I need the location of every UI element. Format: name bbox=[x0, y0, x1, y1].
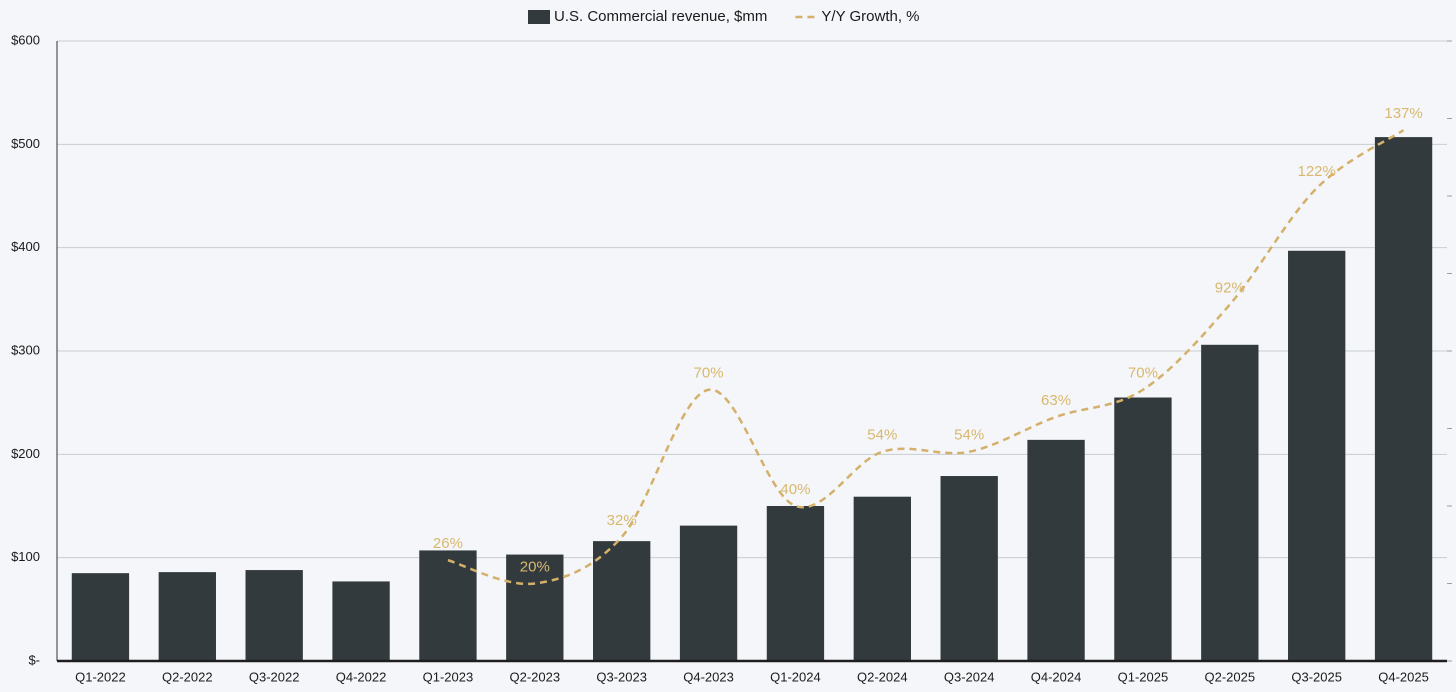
bar bbox=[940, 476, 998, 661]
bar bbox=[71, 573, 130, 661]
x-tick-label: Q1-2025 bbox=[1118, 669, 1169, 684]
bar bbox=[766, 506, 825, 661]
y-tick-label: $500 bbox=[11, 136, 40, 151]
bar bbox=[593, 541, 651, 661]
data-label: 137% bbox=[1384, 105, 1422, 122]
x-tick-label: Q3-2025 bbox=[1291, 669, 1342, 684]
legend-label: U.S. Commercial revenue, $mm bbox=[554, 8, 767, 25]
bar bbox=[853, 496, 911, 661]
data-label: 92% bbox=[1215, 279, 1245, 296]
x-tick-label: Q4-2023 bbox=[683, 669, 734, 684]
x-tick-label: Q2-2023 bbox=[510, 669, 561, 684]
bar bbox=[1027, 439, 1085, 661]
x-tick-label: Q4-2022 bbox=[336, 669, 387, 684]
x-tick-label: Q3-2022 bbox=[249, 669, 300, 684]
bar bbox=[1374, 137, 1433, 662]
x-tick-label: Q2-2024 bbox=[857, 669, 908, 684]
growth-line bbox=[447, 129, 1405, 586]
bar bbox=[158, 572, 216, 661]
y-tick-label: $400 bbox=[11, 239, 40, 254]
data-label: 122% bbox=[1298, 163, 1336, 180]
data-label: 63% bbox=[1041, 392, 1071, 409]
x-tick-label: Q1-2023 bbox=[423, 669, 474, 684]
y-tick-label: $100 bbox=[11, 549, 40, 564]
x-tick-label: Q2-2022 bbox=[162, 669, 213, 684]
bar bbox=[1114, 397, 1172, 661]
legend-swatch bbox=[528, 10, 550, 24]
bar bbox=[679, 525, 738, 661]
data-label: 32% bbox=[607, 512, 637, 529]
bar bbox=[506, 554, 564, 661]
data-label: 20% bbox=[520, 558, 550, 575]
x-tick-label: Q2-2025 bbox=[1205, 669, 1256, 684]
y-tick-label: $600 bbox=[11, 32, 40, 47]
x-tick-label: Q1-2022 bbox=[75, 669, 126, 684]
y-tick-label: $300 bbox=[11, 342, 40, 357]
x-tick-label: Q3-2023 bbox=[596, 669, 647, 684]
bar bbox=[245, 570, 303, 661]
y-tick-label: $- bbox=[28, 652, 40, 667]
legend-label: Y/Y Growth, % bbox=[821, 8, 919, 25]
bar bbox=[332, 581, 390, 661]
y-tick-label: $200 bbox=[11, 446, 40, 461]
bar bbox=[1201, 344, 1259, 661]
data-label: 54% bbox=[867, 427, 897, 444]
x-tick-label: Q3-2024 bbox=[944, 669, 995, 684]
x-tick-label: Q4-2025 bbox=[1378, 669, 1429, 684]
data-label: 70% bbox=[694, 365, 724, 382]
x-tick-label: Q4-2024 bbox=[1031, 669, 1082, 684]
bar bbox=[419, 550, 477, 661]
data-label: 54% bbox=[954, 427, 984, 444]
data-label: 70% bbox=[1128, 365, 1158, 382]
x-tick-label: Q1-2024 bbox=[770, 669, 821, 684]
data-label: 26% bbox=[433, 535, 463, 552]
data-label: 40% bbox=[780, 481, 810, 498]
bar bbox=[1288, 250, 1346, 661]
